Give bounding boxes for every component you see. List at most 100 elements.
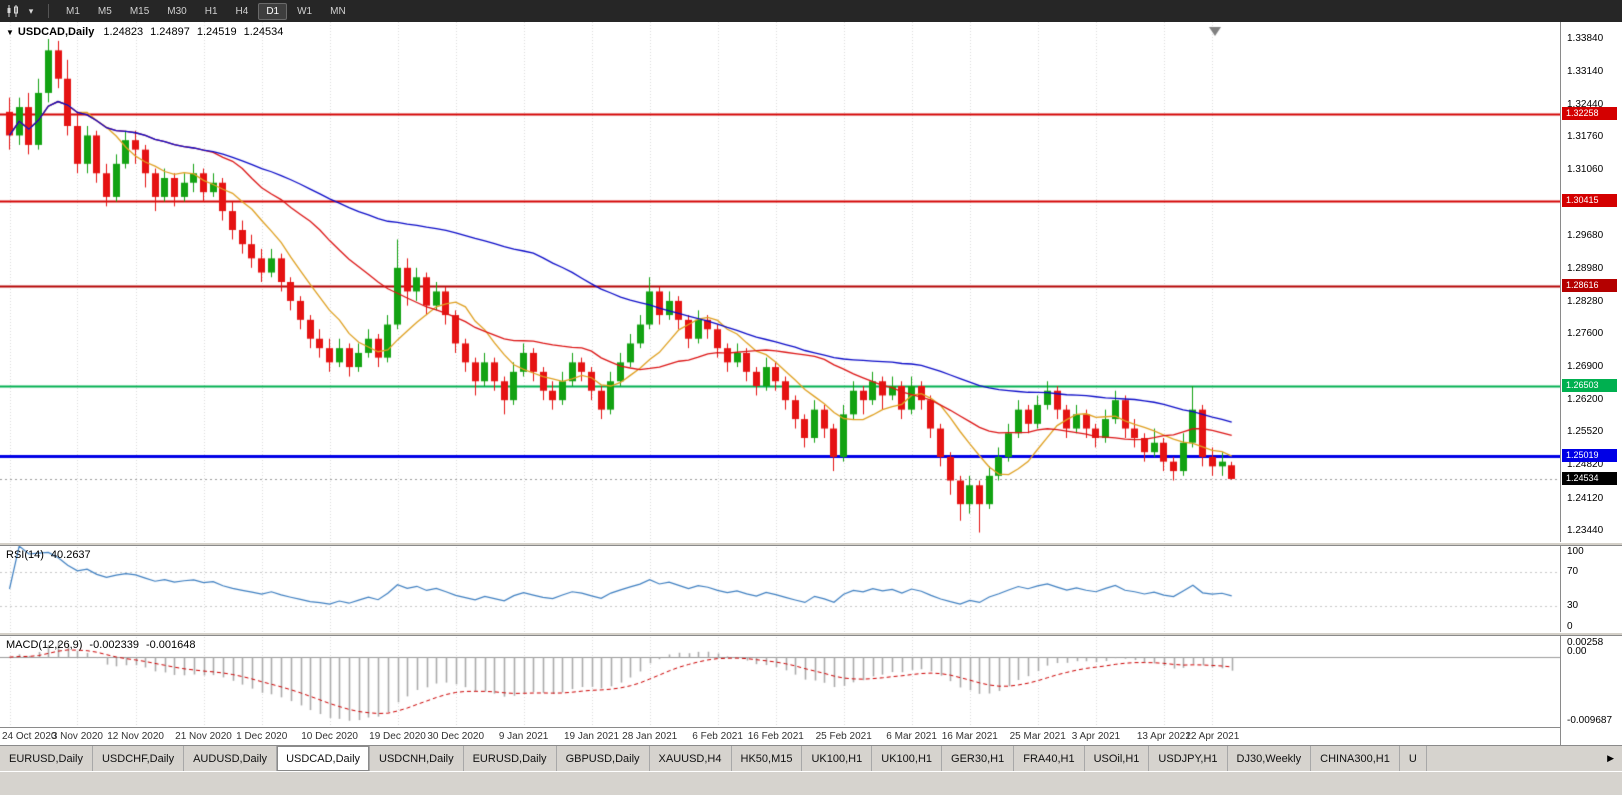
timeframe-button-mn[interactable]: MN — [322, 3, 354, 20]
chart-tab-13[interactable]: USOil,H1 — [1085, 746, 1150, 771]
chart-tab-15[interactable]: DJ30,Weekly — [1228, 746, 1312, 771]
timeframe-button-w1[interactable]: W1 — [289, 3, 320, 20]
price-scale-label: 1.31760 — [1567, 131, 1604, 143]
chart-type-dropdown-icon[interactable]: ▾ — [28, 5, 34, 16]
time-axis-label: 25 Mar 2021 — [1009, 731, 1066, 742]
panel-separator-rsi[interactable] — [0, 542, 1622, 546]
time-axis-label: 19 Dec 2020 — [369, 731, 426, 742]
price-scale-label: 1.32440 — [1567, 99, 1604, 111]
chart-tab-10[interactable]: UK100,H1 — [872, 746, 943, 771]
macd-value-signal: -0.001648 — [145, 639, 196, 651]
time-axis-label: 16 Feb 2021 — [747, 731, 804, 742]
price-scale-label: 1.28280 — [1567, 295, 1604, 307]
collapse-icon[interactable]: ▼ — [6, 28, 14, 37]
chart-title: USDCAD,Daily — [17, 26, 95, 38]
chart-tab-9[interactable]: UK100,H1 — [802, 746, 873, 771]
time-axis-label: 16 Mar 2021 — [941, 731, 998, 742]
panel-separator-macd[interactable] — [0, 632, 1622, 636]
macd-scale-zero: 0.00 — [1567, 645, 1587, 657]
chart-tab-3[interactable]: USDCAD,Daily — [277, 746, 371, 771]
time-axis-label: 22 Apr 2021 — [1185, 731, 1240, 742]
price-scale-label: 1.29680 — [1567, 229, 1604, 241]
price-scale: 0.00258 0.00 -0.009687 1.33840 1.33140 1.3… — [1560, 22, 1622, 745]
macd-scale-bottom: -0.009687 — [1567, 715, 1613, 726]
chart-tab-8[interactable]: HK50,M15 — [732, 746, 803, 771]
chart-tab-1[interactable]: USDCHF,Daily — [93, 746, 185, 771]
price-scale-label: 1.31060 — [1567, 164, 1604, 176]
chart-tab-bar: EURUSD,Daily USDCHF,Daily AUDUSD,Daily USDC… — [0, 745, 1622, 771]
price-scale-label: 1.25520 — [1567, 426, 1604, 438]
price-scale-label: 1.26900 — [1567, 361, 1604, 373]
candlestick-chart-glyph — [7, 5, 18, 17]
rsi-value: 40.2637 — [50, 549, 91, 561]
candlestick-chart-icon[interactable] — [4, 2, 22, 20]
chart-tab-2[interactable]: AUDUSD,Daily — [184, 746, 278, 771]
macd-header: MACD(12,26,9) -0.002339 -0.001648 — [6, 639, 196, 651]
rsi-scale-label: 100 — [1567, 546, 1584, 557]
price-line-tag: 1.25019 — [1562, 449, 1617, 462]
time-axis-label: 19 Jan 2021 — [563, 731, 620, 742]
time-axis-label: 30 Dec 2020 — [427, 731, 485, 742]
time-axis-label: 25 Feb 2021 — [815, 731, 872, 742]
time-axis-label: 3 Apr 2021 — [1071, 731, 1121, 742]
chart-tab-6[interactable]: GBPUSD,Daily — [557, 746, 650, 771]
macd-scale-top: 0.00258 — [1567, 637, 1604, 648]
timeframe-button-d1[interactable]: D1 — [258, 2, 288, 20]
price-scale-label: 1.27600 — [1567, 328, 1604, 339]
chart-tab-4[interactable]: USDCNH,Daily — [370, 746, 464, 771]
rsi-name: RSI(14) — [6, 549, 44, 561]
toolbar: ▾ M1 M5 M15 M30 H1 H4 D1 W1 MN — [0, 0, 1622, 22]
rsi-scale-label: 0 — [1567, 621, 1573, 632]
timeframe-button-m15[interactable]: M15 — [122, 3, 157, 20]
time-axis-label: 3 Nov 2020 — [51, 731, 103, 742]
macd-value-main: -0.002339 — [89, 639, 139, 651]
rsi-header: RSI(14) 40.2637 — [6, 549, 91, 561]
price-line-tag: 1.32258 — [1562, 106, 1617, 120]
price-scale-label: 1.28980 — [1567, 262, 1604, 274]
ohlc-high: 1.24897 — [150, 26, 190, 38]
time-axis-label: 9 Jan 2021 — [498, 731, 549, 742]
chart-tab-16[interactable]: CHINA300,H1 — [1311, 746, 1400, 771]
chart-tab-17[interactable]: U — [1400, 746, 1427, 771]
rsi-scale-label: 30 — [1567, 600, 1579, 612]
time-axis-label: 24 Oct 2020 — [2, 731, 57, 742]
price-scale-label: 1.33140 — [1567, 66, 1604, 78]
current-price-tag: 1.24534 — [1562, 471, 1617, 485]
chart-tab-12[interactable]: FRA40,H1 — [1014, 746, 1085, 771]
chart-tab-0[interactable]: EURUSD,Daily — [0, 746, 93, 771]
time-axis-label: 13 Apr 2021 — [1136, 731, 1191, 742]
timeframe-button-m30[interactable]: M30 — [159, 3, 194, 20]
chart-tabs: EURUSD,Daily USDCHF,Daily AUDUSD,Daily USDC… — [0, 746, 1427, 771]
timeframe-button-h1[interactable]: H1 — [197, 3, 226, 20]
price-line-tag: 1.30415 — [1562, 193, 1617, 207]
chart-header: ▼ USDCAD,Daily 1.24823 1.24897 1.24519 1.2453… — [6, 26, 290, 38]
chart-tab-5[interactable]: EURUSD,Daily — [464, 746, 557, 771]
time-axis: 24 Oct 2020 3 Nov 2020 12 Nov 2020 21 Nov 2… — [0, 727, 1560, 745]
price-scale-label: 1.26200 — [1567, 394, 1604, 406]
price-scale-label: 1.33840 — [1567, 33, 1604, 45]
ohlc-close: 1.24534 — [243, 26, 284, 38]
time-axis-label: 21 Nov 2020 — [175, 731, 232, 742]
price-scale-label: 1.24820 — [1567, 459, 1604, 471]
status-bar — [0, 771, 1622, 795]
time-axis-label: 12 Nov 2020 — [107, 731, 164, 742]
tab-scroll-right-icon[interactable]: ▶ — [1607, 753, 1614, 763]
price-scale-label: 1.24120 — [1567, 492, 1604, 504]
macd-name: MACD(12,26,9) — [6, 639, 83, 651]
time-axis-label: 6 Mar 2021 — [886, 731, 937, 742]
time-axis-label: 1 Dec 2020 — [236, 731, 288, 742]
time-axis-label: 6 Feb 2021 — [692, 731, 743, 742]
time-axis-label: 28 Jan 2021 — [622, 731, 678, 742]
timeframe-button-h4[interactable]: H4 — [228, 3, 257, 20]
toolbar-separator — [48, 4, 49, 18]
chart-tab-11[interactable]: GER30,H1 — [942, 746, 1015, 771]
price-line-tag: 1.26503 — [1562, 378, 1617, 392]
timeframe-button-m1[interactable]: M1 — [58, 3, 88, 20]
chart-tab-14[interactable]: USDJPY,H1 — [1149, 746, 1228, 771]
price-scale-label: 1.23440 — [1567, 524, 1604, 536]
ohlc-open: 1.24823 — [103, 26, 144, 38]
timeframe-button-m5[interactable]: M5 — [90, 3, 120, 20]
price-line-tag: 1.28616 — [1562, 278, 1617, 292]
chart-tab-7[interactable]: XAUUSD,H4 — [650, 746, 732, 771]
